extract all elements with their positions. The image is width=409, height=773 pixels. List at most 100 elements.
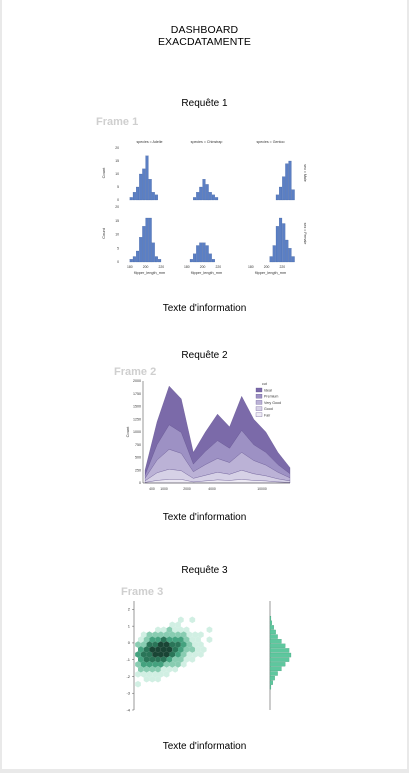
histogram-bar <box>291 189 295 201</box>
legend-swatch <box>255 394 263 399</box>
legend-swatch <box>255 387 263 393</box>
marginal-bar <box>269 639 282 644</box>
marginal-bar <box>269 662 286 667</box>
hexbin-cell <box>175 661 181 668</box>
hexbin-cell <box>163 641 170 648</box>
request-1-label: Requête 1 <box>181 98 228 109</box>
y-tick-label: 20 <box>115 205 119 209</box>
histogram-bar <box>291 256 295 263</box>
stacked-area-chart: 0 250 500 750 1000 1250 1500 1750 2000 Count 400 10… <box>125 379 291 491</box>
x-tick-label: 220 <box>279 265 285 269</box>
histogram-bar <box>154 256 158 263</box>
hexbin-cell <box>143 656 150 663</box>
histogram-bar <box>189 259 193 263</box>
y-axis-label: Count <box>125 426 130 438</box>
y-tick-label: 20 <box>115 146 119 150</box>
histogram-bar <box>136 250 140 263</box>
hexbin-cell <box>169 641 176 648</box>
hexbin-cell <box>180 661 187 668</box>
hexbin-cell <box>160 636 167 643</box>
histogram-bar <box>196 192 200 201</box>
hexbin-cell <box>183 626 190 634</box>
hexbin-cell <box>138 666 144 673</box>
histogram-bar <box>288 248 292 263</box>
x-tick-label: 180 <box>248 265 254 269</box>
hexbin-cell <box>155 675 161 683</box>
hexbin-cell <box>140 641 147 648</box>
hexbin-cell <box>166 626 173 634</box>
histogram-bar <box>279 217 283 263</box>
hexbin-cell <box>186 631 193 638</box>
y-tick-label: 2000 <box>133 379 141 383</box>
hexbin-cell <box>166 666 173 673</box>
hexbin-cell <box>183 636 190 643</box>
facet-title: species = Chinstrap <box>191 140 223 144</box>
facet-histogram-chart: species = Adelie species = Chinstrap speci… <box>101 140 307 275</box>
hexbin-cell <box>169 631 176 638</box>
hexbin-cell <box>143 666 150 673</box>
hexbin-cell <box>160 626 167 634</box>
histogram-bar <box>215 197 219 201</box>
legend-swatch <box>255 406 263 411</box>
y-tick-label: 5 <box>117 246 119 250</box>
hexbin-cell <box>169 651 176 658</box>
hexbin-cell <box>149 646 156 653</box>
y-tick-label: 10 <box>115 233 119 237</box>
marginal-bar <box>269 620 273 625</box>
hexbin-cell <box>183 646 190 653</box>
hexbin-cell <box>138 656 144 663</box>
hexbin-cell <box>198 651 204 658</box>
y-tick-label: 1750 <box>133 392 141 396</box>
x-tick-label: 200 <box>264 265 270 269</box>
hexbin-cell <box>175 641 181 648</box>
histogram-bar <box>208 253 212 263</box>
hexbin-cell <box>135 651 141 658</box>
hexbin-joint-chart: 2 1 0 -1 -2 -3 -4 <box>126 601 292 712</box>
info-text-3: Texte d'information <box>162 741 247 752</box>
hexbin-cell <box>192 631 199 638</box>
marginal-bar <box>269 675 275 681</box>
x-tick-label: 4000 <box>208 487 216 491</box>
x-axis-label: flipper_length_mm <box>191 271 222 275</box>
hexbin-cell <box>169 621 176 629</box>
y-tick-label: 0 <box>117 198 119 202</box>
marginal-bar <box>269 652 292 658</box>
hexbin-cell <box>158 631 164 638</box>
x-tick-label: 1000 <box>160 487 168 491</box>
hexbin-cell <box>160 656 167 663</box>
histogram-bar <box>211 259 215 263</box>
hexbin-cell <box>143 646 150 653</box>
y-tick-label: 0 <box>128 640 131 645</box>
hexbin-cell <box>158 661 164 668</box>
hexbin-cell <box>155 636 161 643</box>
hexbin-cell <box>160 646 167 653</box>
x-tick-label: 200 <box>200 265 206 269</box>
hexbin-cell <box>138 636 144 643</box>
histogram-bar <box>208 192 212 201</box>
y-tick-label: 15 <box>115 159 119 163</box>
hexbin-cell <box>160 666 167 673</box>
x-tick-label: 2000 <box>183 487 191 491</box>
histogram-bar <box>142 226 146 263</box>
marginal-bar <box>269 685 272 690</box>
hexbin-cell <box>186 641 193 648</box>
hexbin-cell <box>135 641 141 648</box>
hexbin-cell <box>146 631 153 638</box>
histogram-bar <box>154 194 158 201</box>
hexbin-cell <box>192 641 199 648</box>
hexbin-cell <box>146 651 153 658</box>
frame-1-label: Frame 1 <box>96 116 139 128</box>
x-tick-label: 180 <box>127 265 133 269</box>
legend-label: Very Good <box>264 401 281 405</box>
x-axis-label: flipper_length_mm <box>134 271 165 275</box>
hexbin-cell <box>206 626 213 634</box>
histogram-bar <box>151 242 155 263</box>
dashboard-title-line1: DASHBOARD <box>170 24 239 36</box>
facet-title: species = Adelie <box>136 140 162 144</box>
legend-label: Fair <box>264 413 271 417</box>
hexbin-cell <box>163 671 170 678</box>
histogram-bar <box>129 259 133 263</box>
hexbin-cell <box>183 656 190 663</box>
histogram-bar <box>199 242 203 263</box>
legend-swatch <box>255 412 263 417</box>
